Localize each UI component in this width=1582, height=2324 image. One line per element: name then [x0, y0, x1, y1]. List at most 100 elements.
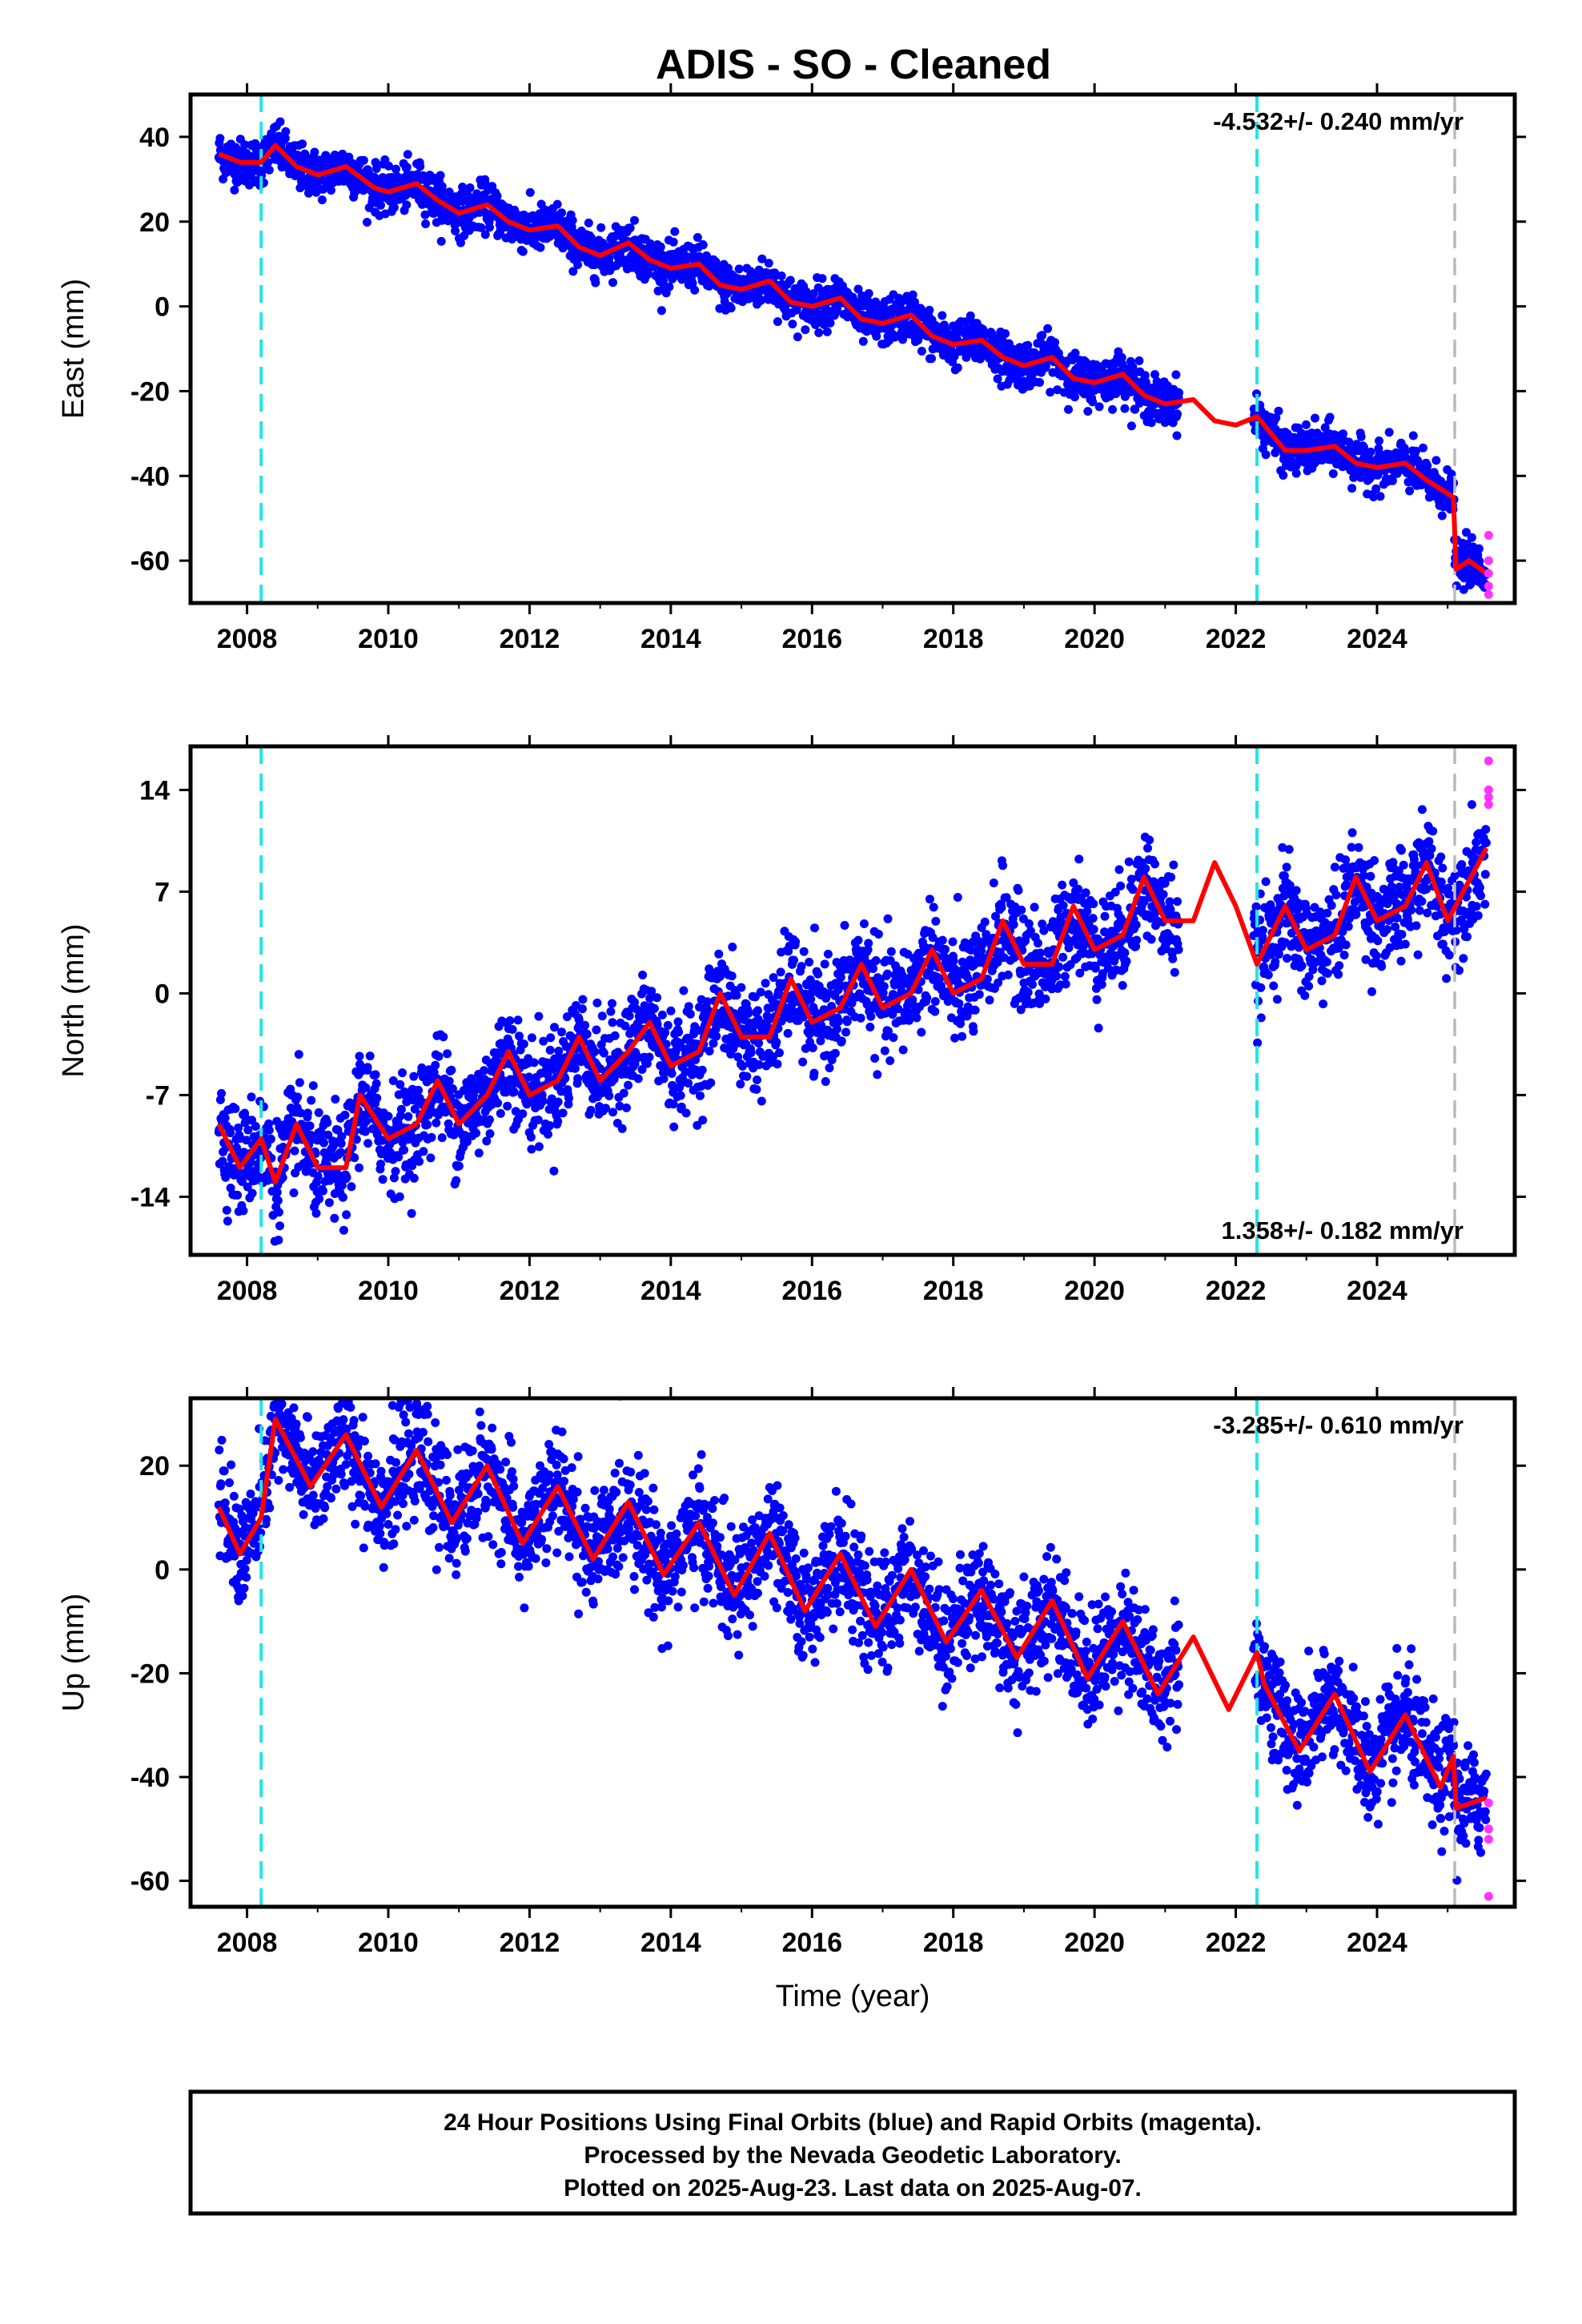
final-point	[553, 1116, 563, 1126]
final-point	[1339, 429, 1347, 439]
final-point	[1036, 948, 1046, 958]
final-point	[596, 223, 606, 232]
final-point	[697, 1065, 707, 1075]
final-point	[1016, 1005, 1026, 1015]
final-point	[554, 1047, 564, 1055]
final-point	[801, 1043, 810, 1053]
final-point	[1411, 446, 1420, 456]
final-point	[814, 328, 824, 337]
final-point	[688, 279, 697, 287]
final-point	[836, 972, 845, 982]
final-point	[969, 1027, 978, 1036]
final-point	[928, 933, 938, 943]
final-point	[1075, 968, 1085, 978]
final-point	[272, 1188, 282, 1197]
final-point	[1061, 979, 1070, 989]
final-point	[240, 140, 250, 150]
final-point	[391, 1167, 400, 1176]
final-point	[1100, 927, 1109, 937]
final-point	[336, 1139, 346, 1148]
final-point	[562, 1012, 572, 1022]
y-tick-label: -60	[130, 546, 170, 577]
final-point	[837, 1036, 846, 1046]
x-tick-label: 2008	[217, 624, 278, 654]
final-point	[797, 962, 806, 971]
final-point	[578, 995, 588, 1004]
final-point	[785, 1014, 795, 1023]
final-point	[384, 161, 393, 171]
final-point	[492, 191, 502, 201]
final-point	[1371, 484, 1381, 493]
final-point	[243, 1182, 252, 1192]
final-point	[622, 1103, 631, 1112]
final-point	[319, 1138, 328, 1148]
final-point	[584, 218, 593, 227]
final-point	[883, 914, 893, 923]
final-point	[340, 1110, 350, 1120]
final-point	[568, 215, 577, 225]
final-point	[314, 1108, 323, 1117]
final-point	[734, 264, 744, 274]
final-point	[355, 1059, 364, 1069]
final-point	[746, 1048, 756, 1057]
final-point	[685, 1009, 695, 1019]
final-point	[949, 956, 958, 966]
final-point	[1146, 418, 1156, 428]
final-point	[938, 935, 947, 945]
final-point	[805, 957, 814, 967]
final-point	[989, 879, 998, 887]
final-point	[753, 1006, 762, 1015]
east-panel: 2008 2010 2012 2014 2016 2018 2020 2022 20244020…	[57, 83, 1526, 654]
final-point	[383, 1112, 393, 1121]
final-point	[223, 1216, 232, 1226]
final-point	[813, 969, 823, 979]
final-point	[274, 1236, 283, 1244]
final-point	[416, 162, 425, 171]
final-point	[833, 1024, 841, 1034]
final-point	[870, 1054, 880, 1063]
final-point	[371, 1070, 380, 1080]
final-point	[1271, 413, 1281, 423]
final-point	[856, 1013, 865, 1023]
final-point	[1046, 388, 1055, 397]
final-point	[738, 1061, 747, 1071]
final-point	[674, 1027, 684, 1037]
final-point	[871, 956, 881, 965]
final-point	[1459, 585, 1468, 594]
final-point	[884, 1027, 893, 1036]
final-point	[816, 1036, 825, 1046]
final-point	[331, 1095, 340, 1104]
final-point	[993, 374, 1002, 384]
final-point	[313, 1172, 323, 1181]
final-point	[503, 1101, 512, 1111]
final-point	[1126, 421, 1136, 431]
final-point	[690, 285, 700, 295]
final-point	[444, 1076, 454, 1086]
final-point	[476, 223, 486, 232]
final-point	[323, 1118, 332, 1128]
final-point	[570, 1063, 580, 1073]
final-point	[1064, 943, 1074, 953]
final-point	[1028, 979, 1037, 989]
final-point	[825, 1063, 834, 1072]
final-point	[714, 949, 724, 959]
final-point	[825, 318, 835, 328]
final-point	[706, 1078, 716, 1088]
final-point	[427, 1132, 436, 1142]
final-point	[897, 987, 906, 996]
final-point	[1035, 378, 1044, 387]
final-point	[842, 1017, 852, 1027]
final-point	[666, 1006, 676, 1015]
final-point	[681, 1067, 690, 1076]
final-point	[889, 1033, 898, 1043]
rapid-point	[1484, 530, 1493, 540]
final-point	[234, 1123, 243, 1132]
final-point	[560, 1074, 570, 1084]
final-point	[590, 1047, 600, 1056]
final-point	[295, 1078, 304, 1088]
final-point	[534, 1142, 544, 1152]
final-point	[712, 1031, 721, 1041]
final-point	[289, 1188, 299, 1197]
final-point	[493, 1098, 503, 1108]
final-point	[865, 1023, 875, 1031]
